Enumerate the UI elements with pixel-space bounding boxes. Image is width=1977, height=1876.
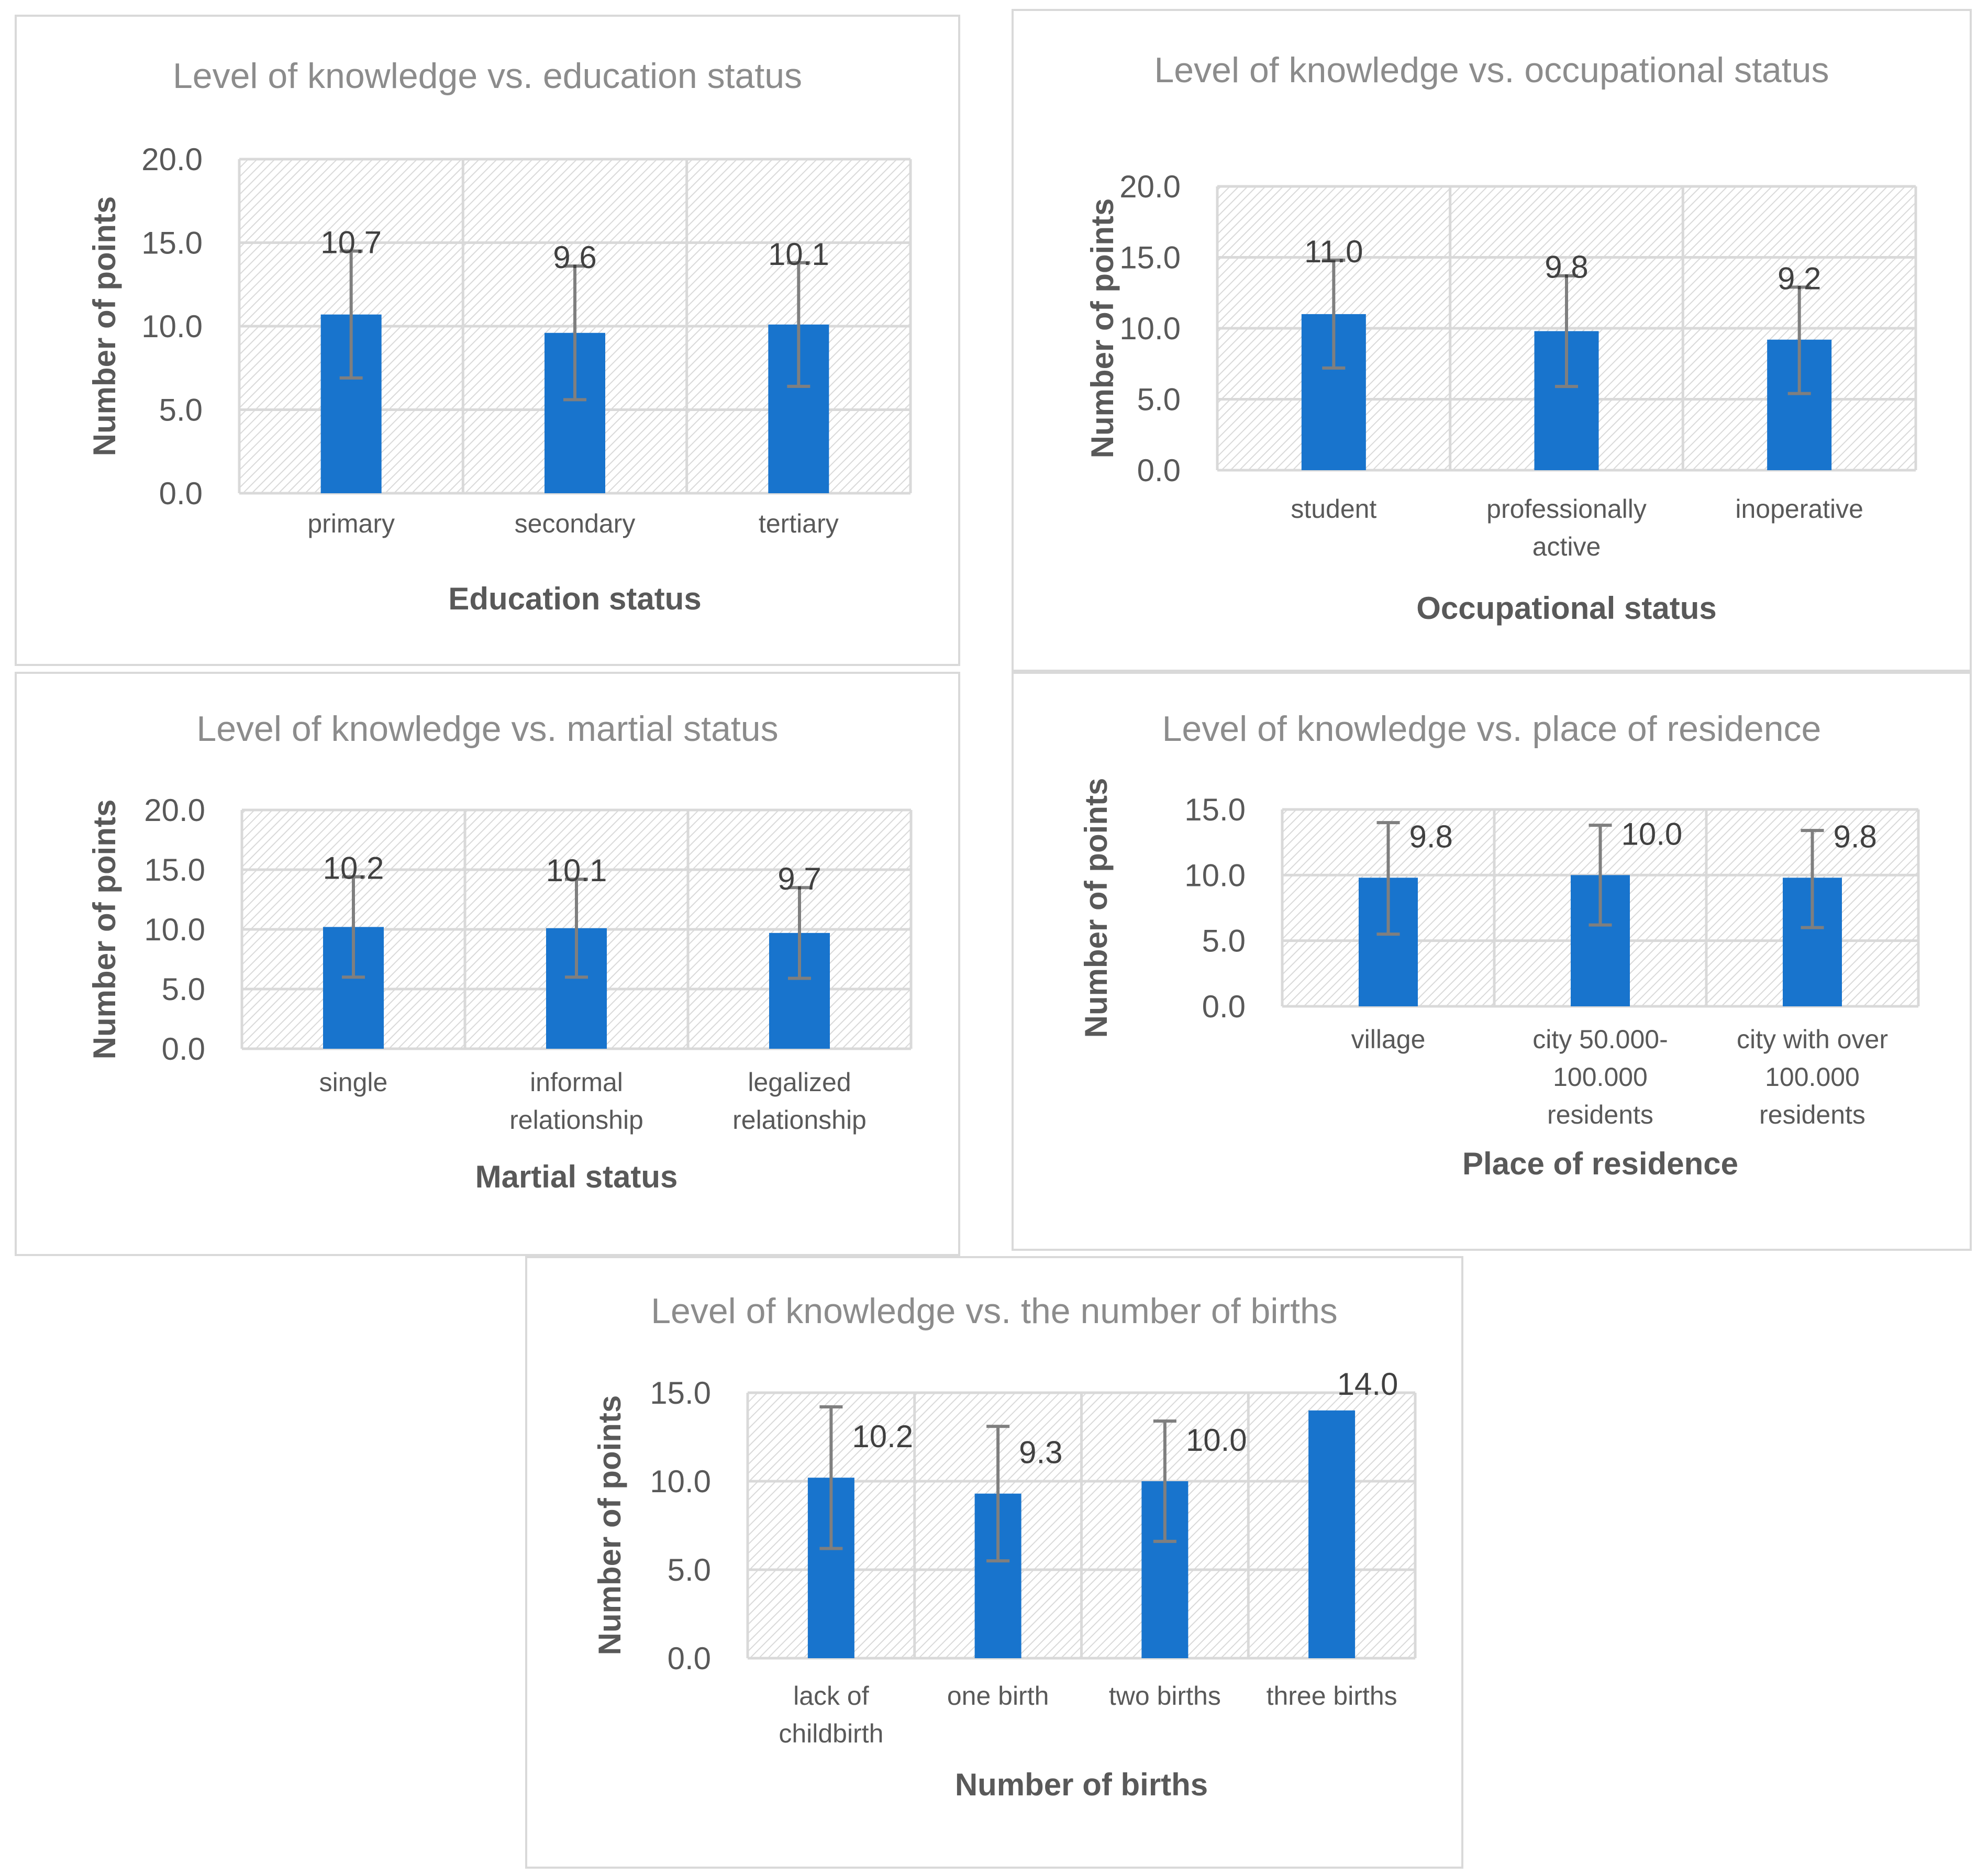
x-tick-label: relationship [732, 1105, 867, 1135]
x-axis-title: Martial status [475, 1159, 678, 1194]
data-label: 10.0 [1186, 1423, 1247, 1458]
education-status-chart: Level of knowledge vs. education status 0… [15, 15, 960, 666]
data-label: 10.0 [1621, 816, 1683, 851]
data-label: 10.7 [320, 225, 382, 260]
data-label: 10.2 [852, 1419, 913, 1454]
x-tick-label: city 50.000- [1532, 1025, 1668, 1054]
y-tick-label: 15.0 [144, 852, 205, 887]
y-axis-title: Number of points [1079, 778, 1114, 1038]
chart-title: Level of knowledge vs. place of residenc… [1162, 709, 1821, 749]
martial-status-chart: Level of knowledge vs. martial status 0.0… [15, 672, 960, 1256]
x-tick-label: one birth [947, 1681, 1049, 1711]
x-tick-label: student [1291, 494, 1376, 524]
occupational-status-chart: Level of knowledge vs. occupational stat… [1012, 9, 1972, 672]
y-tick-label: 20.0 [1119, 169, 1181, 204]
y-axis-title: Number of points [87, 196, 122, 457]
y-tick-label: 15.0 [1119, 240, 1181, 275]
chart-svg: Level of knowledge vs. occupational stat… [1085, 50, 1917, 626]
x-tick-label: single [319, 1068, 388, 1097]
data-label: 9.8 [1834, 819, 1877, 854]
y-tick-label: 10.0 [141, 309, 203, 344]
y-tick-label: 15.0 [141, 226, 203, 261]
y-axis-title: Number of points [87, 800, 122, 1060]
data-label: 11.0 [1304, 234, 1363, 269]
y-axis-title: Number of points [1085, 198, 1120, 459]
x-tick-label: two births [1109, 1681, 1221, 1711]
y-tick-label: 0.0 [1202, 989, 1246, 1024]
number-of-births-chart: Level of knowledge vs. the number of bir… [525, 1256, 1463, 1869]
chart-title: Level of knowledge vs. the number of bir… [651, 1291, 1338, 1331]
x-tick-label: city with over [1737, 1025, 1888, 1054]
y-tick-label: 0.0 [162, 1031, 205, 1067]
x-tick-label: childbirth [779, 1719, 883, 1748]
y-axis-title: Number of points [592, 1395, 627, 1656]
x-tick-label: legalized [748, 1068, 851, 1097]
y-tick-label: 5.0 [159, 393, 203, 428]
y-tick-label: 20.0 [144, 793, 205, 828]
x-tick-label: professionally [1486, 494, 1647, 524]
x-tick-label: primary [307, 509, 395, 538]
x-tick-label: residents [1547, 1100, 1653, 1129]
y-tick-label: 10.0 [1184, 858, 1246, 893]
x-tick-label: tertiary [759, 509, 839, 538]
y-tick-label: 15.0 [1184, 792, 1246, 827]
y-tick-label: 10.0 [650, 1464, 711, 1499]
x-axis-title: Number of births [955, 1767, 1208, 1802]
x-tick-label: inoperative [1735, 494, 1863, 524]
x-tick-label: lack of [793, 1681, 869, 1711]
x-tick-label: 100.000 [1553, 1062, 1648, 1092]
x-axis-title: Education status [448, 581, 701, 616]
chart-svg: Level of knowledge vs. martial status 0.0… [87, 709, 913, 1194]
data-label: 14.0 [1337, 1367, 1398, 1402]
y-tick-label: 20.0 [141, 142, 203, 177]
data-label: 9.7 [778, 861, 821, 896]
chart-title: Level of knowledge vs. education status [173, 56, 802, 96]
x-axis-title: Occupational status [1416, 591, 1716, 626]
x-tick-label: village [1351, 1025, 1426, 1054]
x-tick-label: 100.000 [1765, 1062, 1860, 1092]
chart-svg: Level of knowledge vs. the number of bir… [592, 1291, 1417, 1802]
data-label: 10.1 [768, 237, 829, 272]
data-label: 9.2 [1778, 261, 1821, 296]
y-tick-label: 5.0 [1202, 924, 1246, 959]
data-label: 9.6 [553, 240, 596, 275]
y-tick-label: 15.0 [650, 1375, 711, 1411]
x-tick-label: residents [1759, 1100, 1865, 1129]
y-tick-label: 0.0 [1137, 453, 1181, 488]
y-tick-label: 5.0 [162, 972, 205, 1007]
chart-svg: Level of knowledge vs. education status 0… [87, 56, 912, 616]
data-label: 10.1 [546, 853, 607, 888]
y-tick-label: 10.0 [144, 912, 205, 947]
y-tick-label: 0.0 [159, 476, 203, 511]
x-tick-label: secondary [515, 509, 636, 538]
x-tick-label: active [1532, 532, 1601, 561]
data-label: 9.3 [1019, 1435, 1062, 1470]
bar [1308, 1410, 1356, 1658]
x-tick-label: relationship [509, 1105, 643, 1135]
y-tick-label: 5.0 [1137, 382, 1181, 417]
chart-svg: Level of knowledge vs. place of residenc… [1079, 709, 1920, 1181]
place-of-residence-chart: Level of knowledge vs. place of residenc… [1012, 672, 1972, 1251]
x-tick-label: informal [530, 1068, 623, 1097]
data-label: 9.8 [1545, 250, 1588, 285]
chart-title: Level of knowledge vs. martial status [196, 709, 778, 749]
y-tick-label: 5.0 [668, 1552, 711, 1588]
y-tick-label: 10.0 [1119, 311, 1181, 346]
x-axis-title: Place of residence [1462, 1146, 1738, 1181]
x-tick-label: three births [1267, 1681, 1397, 1711]
y-tick-label: 0.0 [668, 1641, 711, 1676]
data-label: 9.8 [1409, 819, 1453, 854]
data-label: 10.2 [323, 851, 384, 886]
chart-title: Level of knowledge vs. occupational stat… [1154, 50, 1829, 90]
